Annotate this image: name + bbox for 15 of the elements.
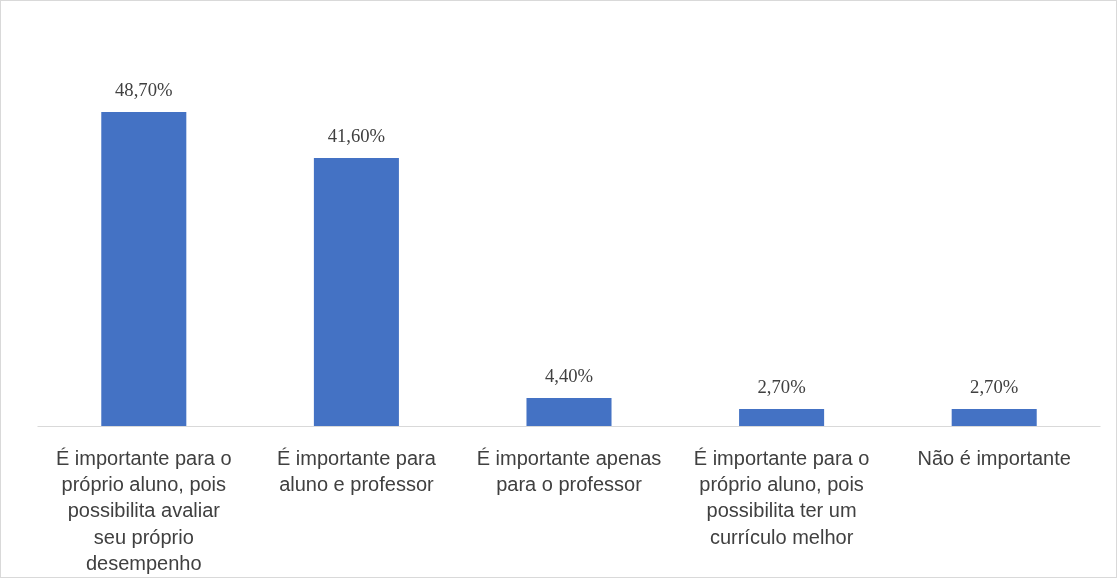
bar: [951, 409, 1037, 427]
data-label: 2,70%: [757, 376, 806, 398]
data-label: 48,70%: [115, 79, 173, 101]
x-tick-label: É importante para aluno e professor: [276, 446, 437, 495]
x-tick-label: É importante apenas para o professor: [476, 446, 662, 495]
bar: [739, 409, 825, 427]
bar: [313, 157, 399, 427]
data-label: 2,70%: [970, 376, 1019, 398]
x-tick-label: Não é importante: [917, 446, 1071, 469]
x-tick-label: É importante para o próprio aluno, pois possibilita avaliar seu próprio desempenho: [55, 446, 232, 575]
data-label: 4,40%: [544, 365, 594, 387]
bar: [101, 112, 187, 427]
x-tick-label: É importante para o próprio aluno, pois possibilita ter um currículo melhor: [693, 446, 870, 548]
data-label: 41,60%: [327, 124, 386, 146]
bar: [526, 398, 612, 427]
